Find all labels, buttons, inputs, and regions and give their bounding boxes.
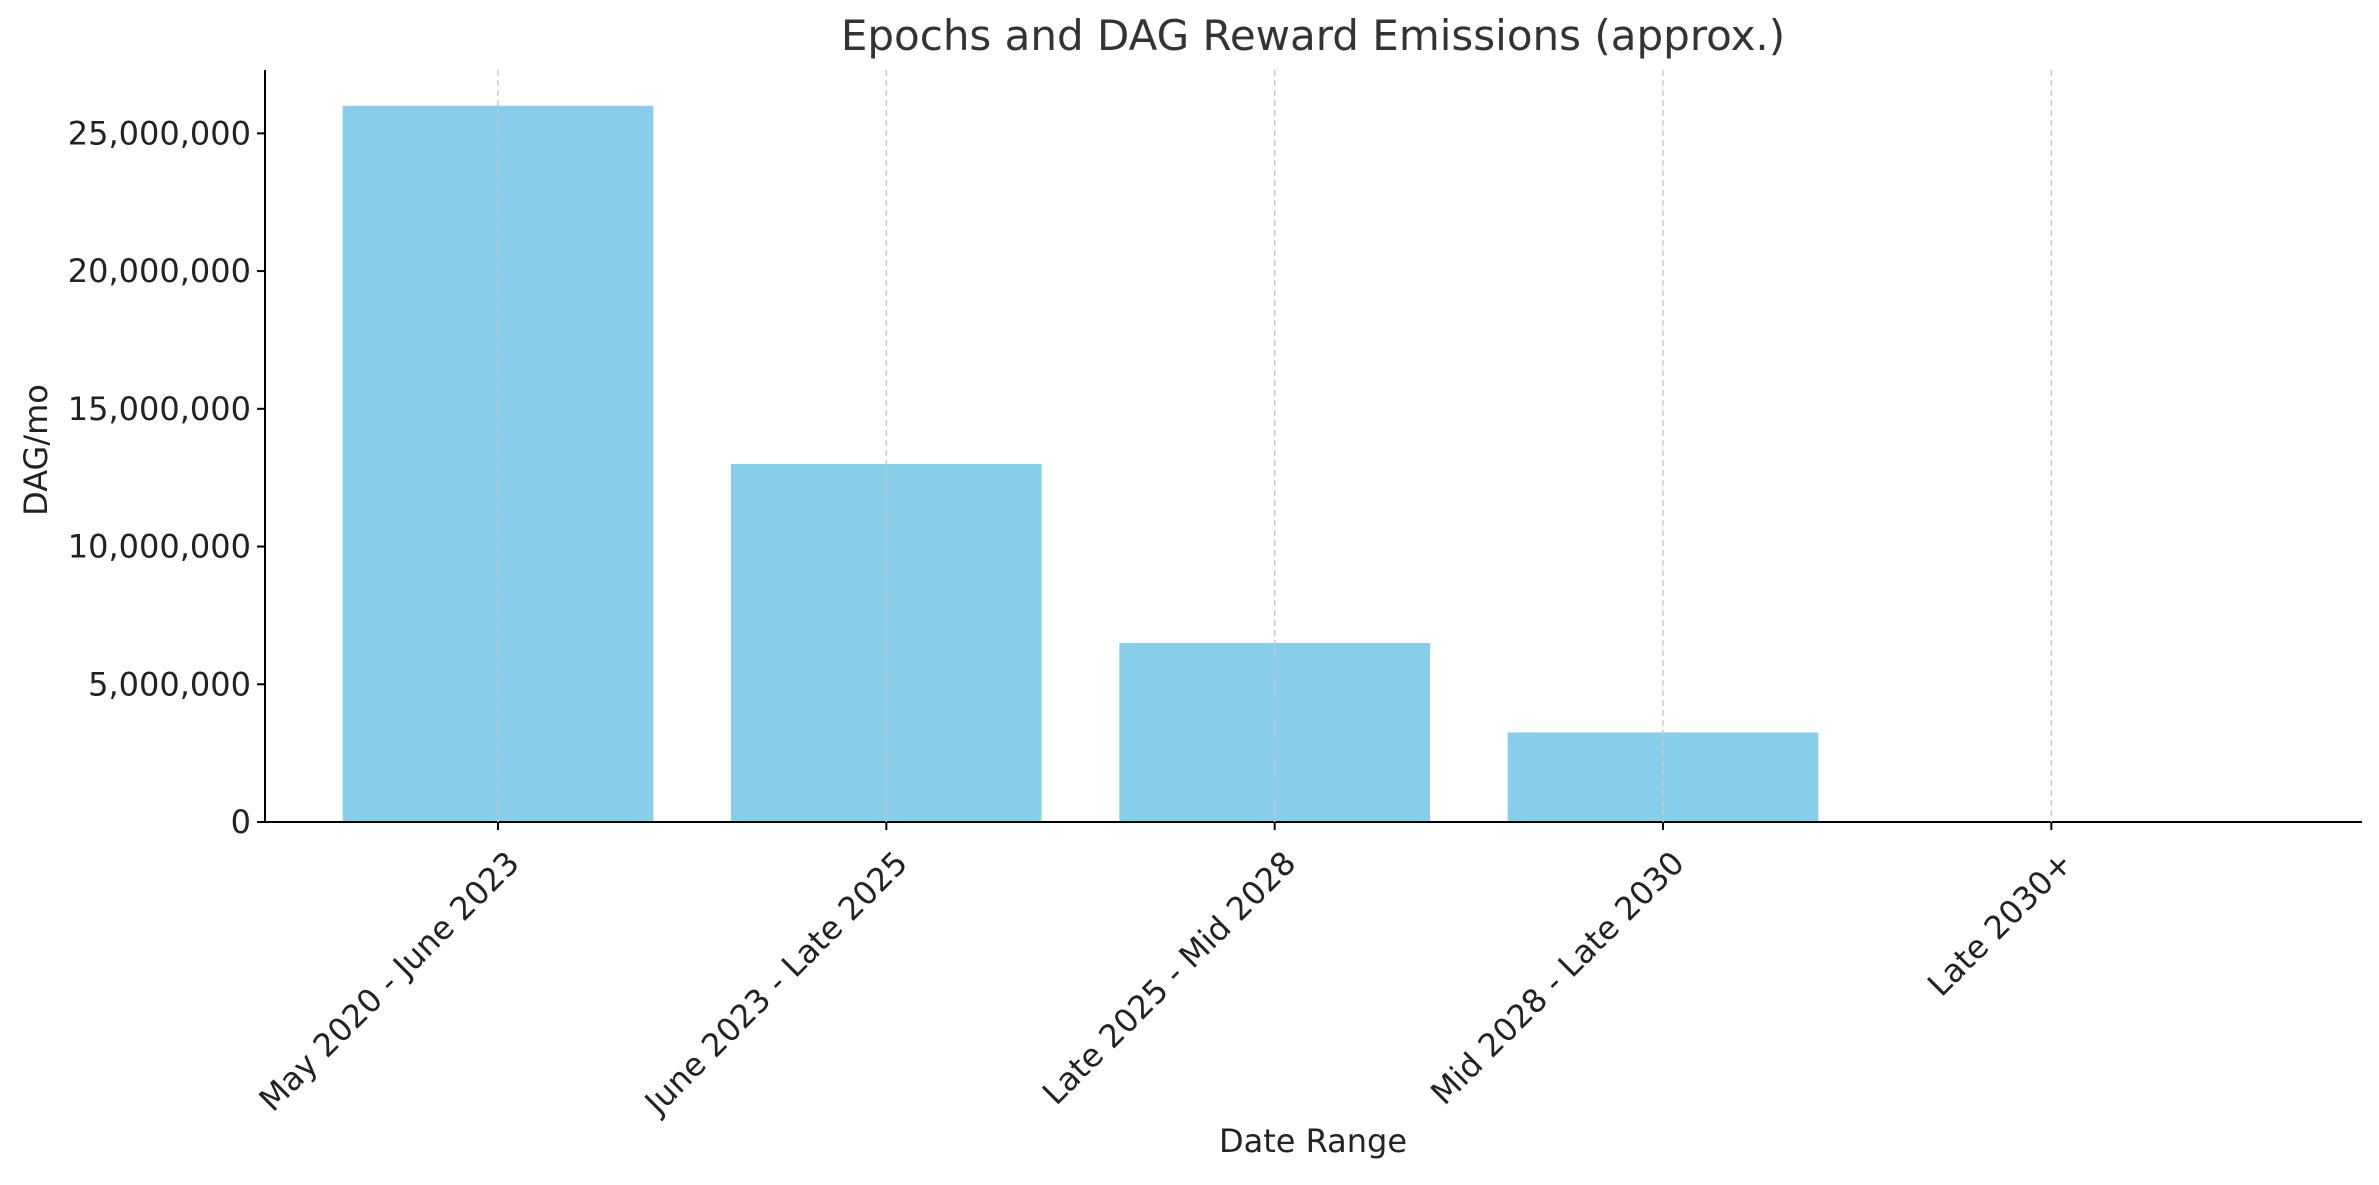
bars bbox=[342, 105, 1819, 823]
x-tick-label: Mid 2028 - Late 2030 bbox=[1423, 844, 1691, 1112]
gridlines bbox=[497, 70, 2053, 822]
y-tick-label: 10,000,000 bbox=[68, 528, 251, 566]
chart-title: Epochs and DAG Reward Emissions (approx.… bbox=[841, 11, 1785, 60]
x-axis-ticks: May 2020 - June 2023 June 2023 - Late 202… bbox=[252, 822, 2080, 1123]
bar-4 bbox=[1507, 732, 1819, 822]
x-tick-label: June 2023 - Late 2025 bbox=[636, 844, 915, 1123]
axes bbox=[264, 70, 2362, 823]
y-tick-label: 15,000,000 bbox=[68, 390, 251, 428]
x-tick-label: May 2020 - June 2023 bbox=[252, 844, 527, 1119]
y-tick-label: 5,000,000 bbox=[88, 665, 251, 703]
y-tick-label: 25,000,000 bbox=[68, 114, 251, 152]
y-axis-ticks: 0 5,000,000 10,000,000 15,000,000 20,000,000… bbox=[68, 114, 265, 841]
x-tick-label: Late 2030+ bbox=[1920, 844, 2080, 1004]
y-tick-label: 0 bbox=[231, 803, 251, 841]
y-axis-label: DAG/mo bbox=[17, 384, 55, 516]
x-tick-label: Late 2025 - Mid 2028 bbox=[1035, 844, 1303, 1112]
y-tick-label: 20,000,000 bbox=[68, 252, 251, 290]
x-axis-label: Date Range bbox=[1219, 1122, 1407, 1160]
